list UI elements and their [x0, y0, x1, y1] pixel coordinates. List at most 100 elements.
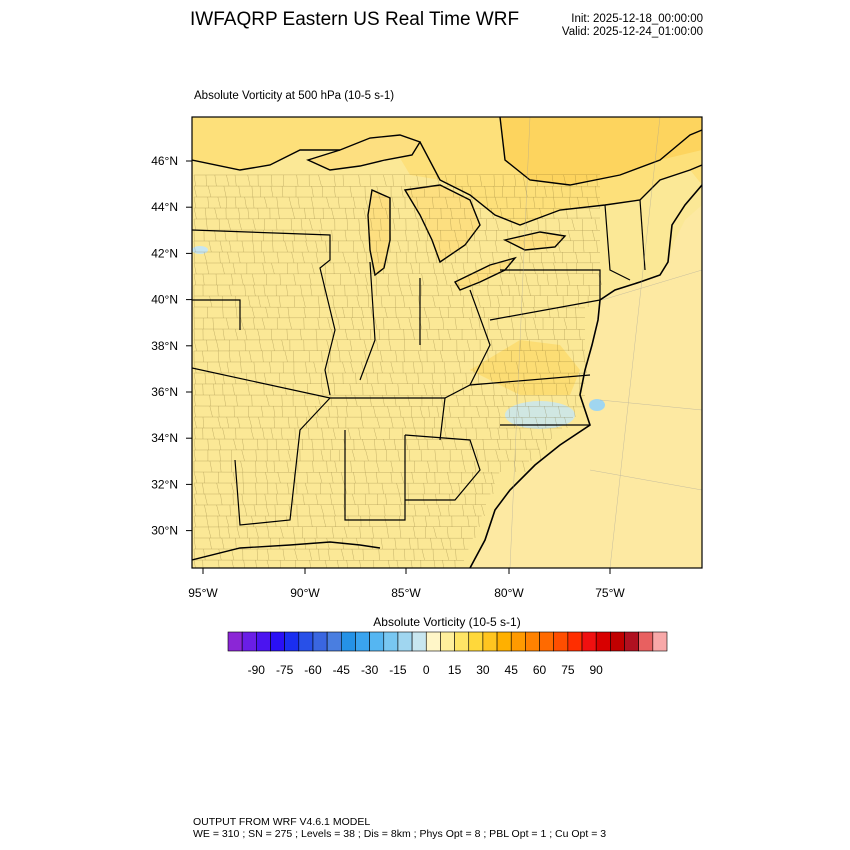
county-line	[265, 306, 269, 319]
county-line	[209, 394, 211, 407]
county-line	[270, 185, 274, 198]
county-line	[193, 262, 197, 275]
county-line	[203, 548, 206, 561]
county-line	[243, 559, 245, 568]
county-line	[463, 295, 465, 308]
county-line	[545, 350, 547, 363]
county-line	[577, 196, 580, 209]
county-line	[522, 460, 526, 473]
county-line	[409, 449, 411, 462]
county-line	[520, 339, 522, 352]
county-line	[586, 174, 588, 187]
county-line	[349, 339, 353, 352]
county-line	[442, 559, 445, 568]
county-line	[281, 394, 283, 407]
county-line	[281, 405, 283, 418]
county-line	[238, 350, 242, 363]
county-line	[440, 537, 444, 550]
county-line	[299, 328, 302, 341]
county-line	[414, 427, 418, 440]
county-line	[384, 383, 387, 396]
county-line	[416, 174, 420, 187]
county-line	[387, 284, 390, 297]
county-line	[397, 317, 401, 330]
county-line	[497, 405, 501, 418]
county-line	[488, 317, 490, 330]
county-line	[231, 559, 234, 568]
county-line	[300, 218, 303, 231]
colorbar-swatch	[312, 631, 328, 652]
county-line	[407, 394, 411, 407]
county-line	[521, 416, 524, 429]
county-line	[524, 394, 526, 407]
county-line	[396, 559, 399, 568]
colorbar-swatch	[468, 631, 484, 652]
county-line	[454, 317, 457, 330]
county-line	[358, 218, 360, 231]
county-line	[347, 262, 351, 275]
county-line	[596, 240, 598, 253]
county-line	[278, 449, 280, 462]
county-line	[506, 427, 509, 440]
latitude-axis: 46°N 44°N 42°N 40°N 38°N 36°N 34°N 32°N 30°N	[151, 154, 192, 538]
county-line	[281, 185, 284, 198]
county-line	[236, 526, 240, 539]
county-line	[477, 295, 481, 308]
county-line	[193, 449, 196, 462]
county-line	[302, 493, 305, 506]
county-line	[218, 361, 222, 374]
county-line	[397, 449, 400, 462]
atlantic-coastline	[469, 184, 702, 568]
county-line	[296, 416, 299, 429]
county-line	[557, 361, 561, 374]
county-line	[205, 174, 207, 187]
colorbar-swatch	[397, 631, 413, 652]
county-line	[375, 284, 377, 297]
county-line	[405, 251, 407, 264]
county-line	[235, 537, 237, 550]
county-line	[356, 251, 359, 264]
county-line	[292, 240, 294, 253]
county-line	[414, 504, 417, 517]
county-line	[395, 306, 397, 319]
county-line	[193, 482, 198, 495]
county-line	[251, 185, 254, 198]
county-line	[349, 185, 352, 198]
county-line	[279, 559, 281, 568]
graticule	[509, 117, 702, 568]
county-line	[293, 229, 295, 242]
county-line	[333, 174, 336, 187]
county-line	[448, 240, 451, 253]
county-line	[193, 317, 586, 319]
county-line	[413, 526, 416, 539]
county-line	[499, 328, 503, 341]
county-line	[567, 273, 571, 286]
county-line	[425, 471, 428, 484]
lake-ontario	[502, 231, 567, 251]
county-line	[408, 317, 412, 330]
county-line	[447, 471, 450, 484]
county-line	[425, 515, 427, 528]
county-line	[350, 361, 354, 374]
county-line	[219, 449, 221, 462]
colorbar-swatch	[355, 631, 370, 652]
county-line	[233, 438, 237, 451]
county-line	[261, 317, 266, 330]
county-line	[193, 405, 196, 418]
county-line	[368, 229, 371, 242]
county-line	[326, 196, 330, 209]
county-line	[588, 284, 590, 297]
county-line	[325, 240, 327, 253]
county-line	[481, 383, 483, 396]
county-line	[277, 207, 280, 220]
county-line	[417, 372, 419, 385]
county-line	[415, 251, 417, 264]
colorbar-swatch	[510, 631, 526, 652]
county-line	[433, 339, 436, 352]
county-line	[336, 339, 339, 352]
county-line	[222, 306, 224, 319]
county-line	[304, 482, 309, 495]
county-line	[573, 240, 575, 253]
county-line	[404, 548, 406, 561]
county-line	[399, 504, 401, 517]
